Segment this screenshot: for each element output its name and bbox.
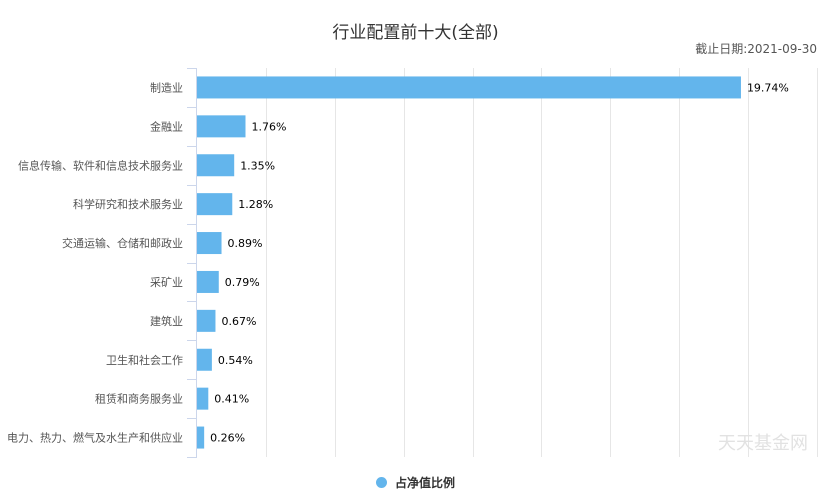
category-label: 卫生和社会工作	[106, 353, 183, 367]
legend-label: 占净值比例	[394, 476, 455, 490]
bar[interactable]	[197, 387, 209, 410]
data-label: 0.41%	[214, 393, 249, 406]
bar[interactable]	[197, 193, 233, 216]
data-label: 0.26%	[210, 432, 245, 445]
category-label: 电力、热力、燃气及水生产和供应业	[7, 431, 183, 445]
category-label: 制造业	[150, 80, 183, 94]
category-label: 信息传输、软件和信息技术服务业	[18, 158, 183, 172]
bar[interactable]	[197, 115, 246, 138]
bar[interactable]	[197, 154, 235, 177]
category-label: 建筑业	[150, 314, 183, 328]
bar[interactable]	[197, 76, 741, 99]
watermark: 天天基金网	[718, 433, 808, 454]
data-label: 0.67%	[221, 315, 256, 328]
category-label: 金融业	[150, 119, 183, 133]
category-label: 交通运输、仓储和邮政业	[62, 236, 183, 250]
bar[interactable]	[197, 232, 222, 255]
category-label: 采矿业	[150, 276, 183, 289]
data-label: 0.89%	[228, 237, 263, 250]
bar[interactable]	[197, 270, 219, 293]
data-label: 1.76%	[251, 120, 286, 133]
data-label: 1.28%	[238, 198, 273, 211]
data-label: 19.74%	[747, 81, 789, 94]
data-label: 1.35%	[240, 159, 275, 172]
legend[interactable]: 占净值比例	[0, 474, 831, 491]
legend-marker-icon	[375, 477, 387, 488]
data-label: 0.79%	[225, 276, 260, 289]
bar[interactable]	[197, 426, 205, 449]
data-label: 0.54%	[218, 354, 253, 367]
as-of-date: 截止日期:2021-09-30	[695, 42, 817, 56]
category-label: 租赁和商务服务业	[95, 392, 183, 406]
chart-title: 行业配置前十大(全部)	[332, 23, 499, 43]
bar[interactable]	[197, 348, 212, 371]
bar[interactable]	[197, 309, 216, 332]
category-label: 科学研究和技术服务业	[73, 197, 183, 211]
